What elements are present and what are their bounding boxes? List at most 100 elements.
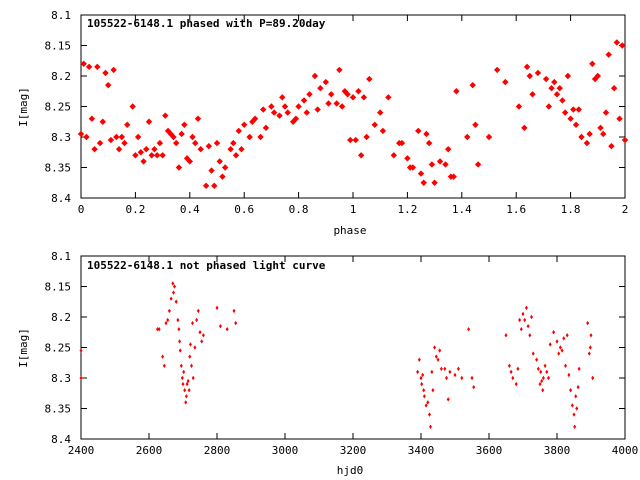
data-point xyxy=(121,139,128,147)
data-point xyxy=(322,78,329,86)
data-point xyxy=(572,121,580,128)
data-point xyxy=(445,146,452,153)
data-point xyxy=(164,320,168,326)
data-point xyxy=(115,146,123,153)
data-point xyxy=(421,372,425,378)
data-point xyxy=(541,388,545,393)
data-point xyxy=(545,369,549,375)
data-point xyxy=(602,109,610,116)
plot-title-phased: 105522-6148.1 phased with P=89.20day xyxy=(87,17,326,30)
data-point xyxy=(143,146,150,153)
data-point xyxy=(306,91,313,98)
data-point xyxy=(523,63,531,71)
data-point xyxy=(426,400,430,405)
data-point xyxy=(140,158,147,165)
data-point xyxy=(416,369,420,375)
data-point xyxy=(161,354,165,359)
data-point xyxy=(202,182,210,189)
data-point xyxy=(424,403,428,408)
data-point xyxy=(561,109,569,116)
x-tick-label: 1.8 xyxy=(561,203,581,216)
data-point xyxy=(425,139,433,147)
data-point xyxy=(430,369,434,375)
data-point xyxy=(539,369,543,375)
data-point xyxy=(171,290,175,295)
data-point xyxy=(493,66,501,74)
data-point xyxy=(534,69,542,77)
y-tick-label: 8.15 xyxy=(45,40,72,53)
y-tick-label: 8.3 xyxy=(51,131,71,144)
x-tick-label: 1.4 xyxy=(452,203,472,216)
data-point xyxy=(234,320,238,326)
data-point xyxy=(551,78,558,86)
data-point xyxy=(379,127,387,135)
y-tick-label: 8.3 xyxy=(51,372,71,385)
data-point xyxy=(621,136,629,144)
data-point xyxy=(434,354,438,359)
data-point xyxy=(415,127,422,135)
data-point xyxy=(200,339,204,344)
data-point xyxy=(540,378,544,384)
data-point xyxy=(295,103,302,110)
x-tick-label: 0.6 xyxy=(234,203,254,216)
x-tick-label: 2 xyxy=(622,203,629,216)
data-point xyxy=(352,136,359,144)
data-point xyxy=(589,60,596,67)
data-point xyxy=(179,363,183,368)
plot-frame xyxy=(80,14,626,199)
data-point xyxy=(433,345,437,350)
data-point xyxy=(583,139,591,147)
data-point xyxy=(529,91,536,98)
data-point xyxy=(419,375,423,381)
data-point xyxy=(129,103,136,110)
data-point xyxy=(456,366,460,372)
y-tick-label: 8.4 xyxy=(51,192,71,205)
data-point xyxy=(404,155,411,162)
data-point xyxy=(193,345,197,350)
data-point xyxy=(377,109,384,116)
data-point xyxy=(190,363,193,368)
data-point xyxy=(328,91,335,98)
data-point xyxy=(268,103,275,110)
data-point xyxy=(105,81,112,89)
data-point xyxy=(524,305,528,311)
x-tick-label: 2800 xyxy=(204,444,231,457)
data-point xyxy=(438,348,442,353)
data-point xyxy=(300,97,308,104)
data-point xyxy=(371,121,378,128)
data-point xyxy=(208,167,215,174)
data-point xyxy=(589,333,593,338)
data-point xyxy=(227,146,234,153)
data-point xyxy=(132,152,139,159)
data-point xyxy=(357,152,365,159)
y-tick-label: 8.15 xyxy=(45,281,72,294)
data-point xyxy=(317,85,324,92)
data-point xyxy=(180,375,184,381)
data-point xyxy=(564,363,567,368)
data-point xyxy=(448,369,452,375)
data-point xyxy=(134,133,142,141)
y-axis-label-bottom: I[mag] xyxy=(17,328,30,368)
data-point xyxy=(196,308,200,314)
plot-title-unphased: 105522-6148.1 not phased light curve xyxy=(87,259,326,272)
data-point xyxy=(545,103,553,110)
data-point xyxy=(436,158,444,165)
data-point xyxy=(211,182,218,189)
x-tick-label: 2600 xyxy=(136,444,163,457)
data-point xyxy=(576,384,580,390)
data-point xyxy=(230,139,237,147)
data-point xyxy=(518,317,522,323)
data-point xyxy=(169,296,173,301)
data-point xyxy=(184,400,188,405)
data-point xyxy=(173,284,176,289)
data-point xyxy=(516,366,520,372)
data-point xyxy=(110,66,117,74)
data-point xyxy=(577,366,581,372)
x-tick-label: 0.2 xyxy=(125,203,145,216)
y-tick-label: 8.25 xyxy=(45,101,72,114)
data-point xyxy=(553,91,561,98)
data-point xyxy=(174,299,178,304)
data-point xyxy=(453,88,460,95)
y-tick-label: 8.2 xyxy=(51,311,71,324)
data-point xyxy=(166,317,170,323)
